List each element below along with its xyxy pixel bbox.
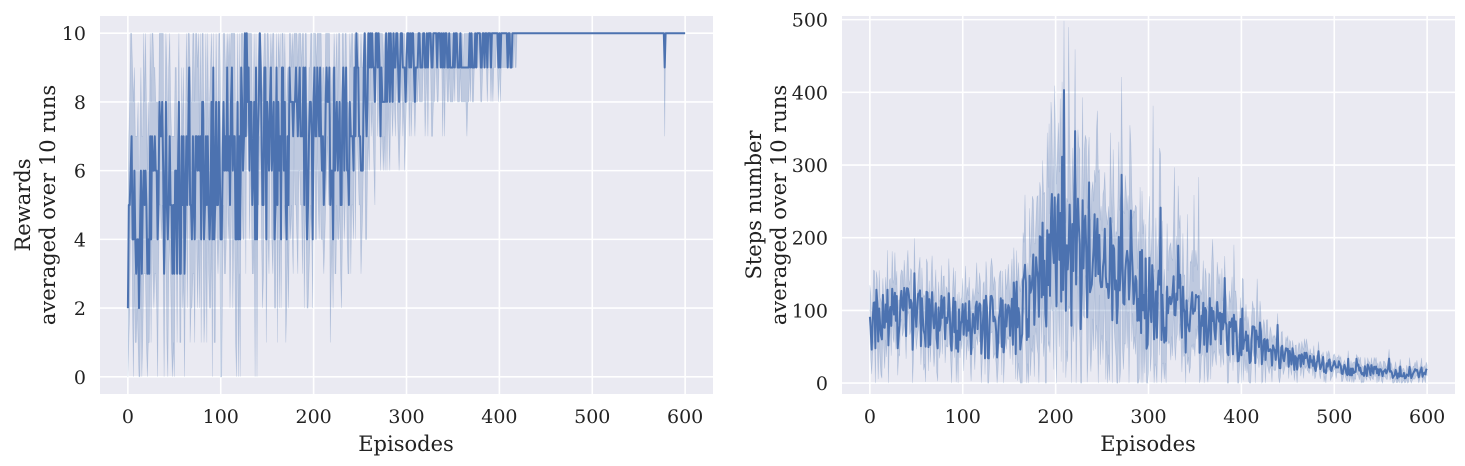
steps-y-tick-label: 400: [792, 82, 828, 104]
rewards-y-tick-label: 4: [74, 229, 86, 251]
steps-x-tick-label: 400: [1223, 406, 1259, 428]
rewards-y-tick-label: 6: [74, 161, 86, 183]
rewards-x-tick-label: 600: [667, 406, 703, 428]
steps-y-tick-labels: 0 100 200 300 400 500: [792, 10, 828, 395]
rewards-y-tick-label: 10: [62, 23, 86, 45]
steps-x-tick-label: 0: [864, 406, 876, 428]
steps-confidence-band: [869, 20, 1428, 385]
steps-x-axis-label: Episodes: [1100, 432, 1196, 456]
rewards-x-tick-label: 400: [481, 406, 517, 428]
steps-y-axis-label-line2: averaged over 10 runs: [767, 85, 791, 325]
rewards-chart: 0 100 200 300 400 500 600 0 2 4 6 8 10 Episodes Rew…: [11, 16, 713, 456]
rewards-y-axis-label-line2: averaged over 10 runs: [36, 85, 60, 325]
rewards-y-tick-label: 0: [74, 367, 86, 389]
steps-x-tick-label: 200: [1037, 406, 1073, 428]
rewards-x-axis-label: Episodes: [358, 432, 454, 456]
steps-chart: 0 100 200 300 400 500 600 0 100 200 300 400 500 Epi…: [742, 10, 1455, 456]
rewards-series-line: [126, 32, 686, 310]
rewards-y-tick-labels: 0 2 4 6 8 10: [62, 23, 86, 389]
rewards-x-tick-labels: 0 100 200 300 400 500 600: [122, 406, 703, 428]
rewards-y-axis-label-line1: Rewards: [11, 159, 35, 252]
rewards-x-tick-label: 200: [295, 406, 331, 428]
steps-series-line: [868, 89, 1428, 380]
steps-mean-line: [868, 89, 1428, 380]
steps-x-tick-label: 600: [1409, 406, 1445, 428]
steps-y-tick-label: 200: [792, 228, 828, 250]
steps-band-area: [869, 20, 1428, 385]
steps-y-tick-label: 300: [792, 155, 828, 177]
steps-y-tick-label: 500: [792, 10, 828, 32]
steps-x-tick-labels: 0 100 200 300 400 500 600: [864, 406, 1445, 428]
steps-y-axis-label-line1: Steps number: [742, 130, 766, 280]
rewards-x-tick-label: 300: [388, 406, 424, 428]
rewards-x-tick-label: 100: [203, 406, 239, 428]
rewards-mean-line: [126, 32, 686, 310]
rewards-y-tick-label: 8: [74, 92, 86, 114]
rewards-x-tick-label: 500: [574, 406, 610, 428]
rewards-x-tick-label: 0: [122, 406, 134, 428]
rewards-y-tick-label: 2: [74, 298, 86, 320]
steps-y-tick-label: 0: [816, 373, 828, 395]
steps-x-tick-label: 100: [945, 406, 981, 428]
steps-x-tick-label: 500: [1316, 406, 1352, 428]
steps-y-tick-label: 100: [792, 300, 828, 322]
steps-x-tick-label: 300: [1130, 406, 1166, 428]
